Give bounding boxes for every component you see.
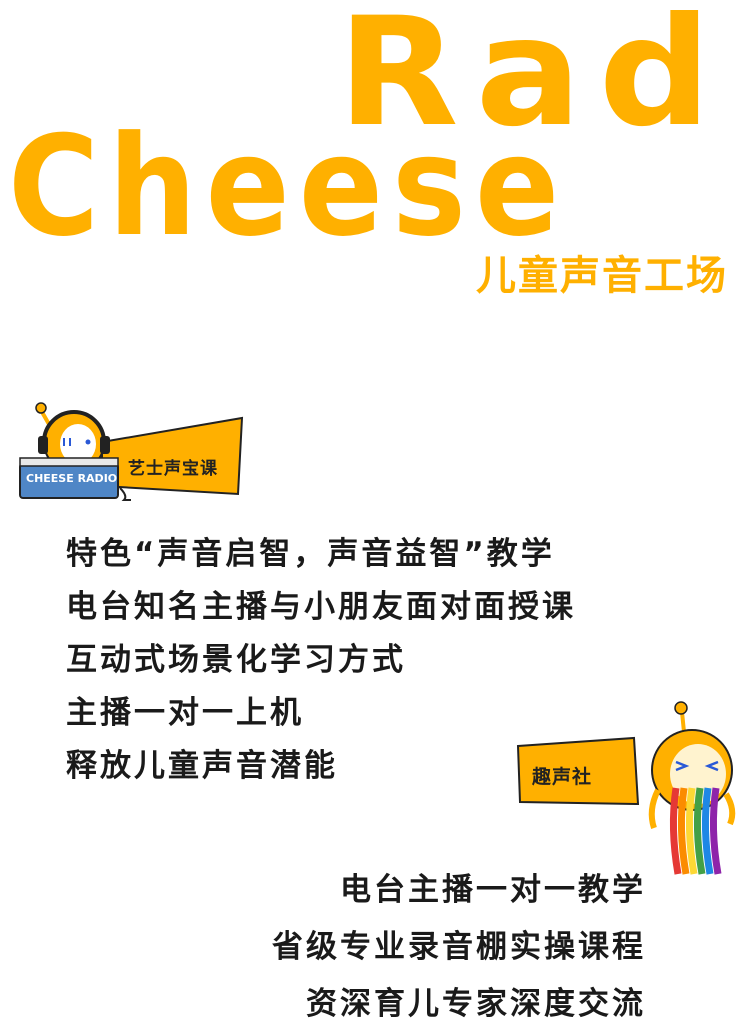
brand-title-cheese: Cheese (8, 106, 569, 267)
list-item: 互动式场景化学习方式 (66, 642, 406, 678)
list-item: 资深育儿专家深度交流 (306, 986, 646, 1022)
brand-title-rad: Rad (337, 0, 728, 160)
list-item: 电台主播一对一教学 (340, 872, 646, 908)
list-item: 特色“声音启智，声音益智”教学 (66, 536, 555, 572)
list-item: 电台知名主播与小朋友面对面授课 (66, 589, 576, 625)
radio-mascot-icon (19, 402, 244, 501)
club-badge: 趣声社 (512, 698, 740, 878)
brand-subtitle: 儿童声音工场 (476, 253, 728, 299)
list-item: 主播一对一上机 (66, 695, 304, 731)
radio-logo-text: CHEESE RADIO (26, 472, 118, 485)
course-badge-label: 艺士声宝课 (128, 459, 218, 479)
list-item: 省级专业录音棚实操课程 (272, 929, 646, 965)
club-feature-list: 电台主播一对一教学 省级专业录音棚实操课程 资深育儿专家深度交流 (272, 862, 646, 1033)
course-feature-list: 特色“声音启智，声音益智”教学 电台知名主播与小朋友面对面授课 互动式场景化学习… (66, 528, 576, 793)
club-badge-label: 趣声社 (532, 766, 593, 788)
rainbow-mascot-icon (516, 701, 736, 875)
list-item: 释放儿童声音潜能 (66, 748, 338, 784)
course-badge: CHEESE RADIO 艺士声宝课 (16, 398, 246, 508)
